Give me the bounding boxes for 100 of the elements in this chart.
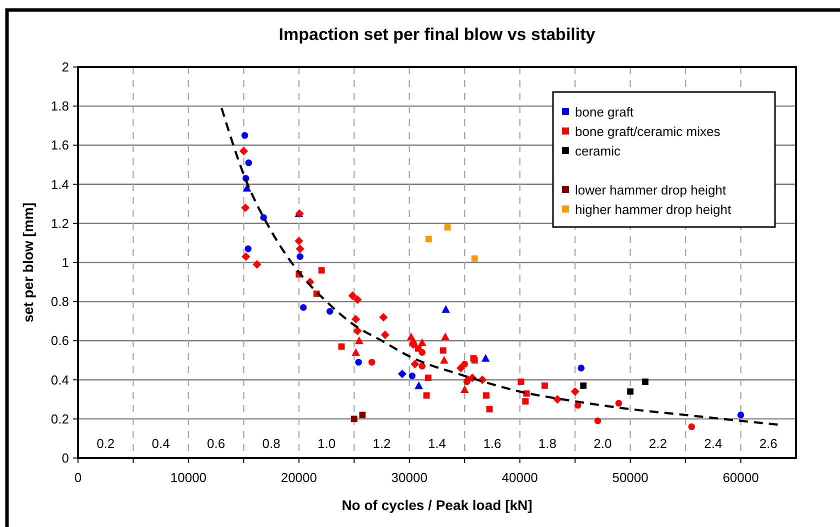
point (350, 416, 358, 422)
y-tick-label: 0 (62, 450, 69, 466)
point (379, 312, 388, 322)
point (300, 304, 307, 311)
point (245, 159, 252, 166)
y-tick-label: 1.6 (50, 138, 69, 153)
point (444, 224, 451, 231)
legend-label: bone graft/ceramic mixes (575, 124, 721, 139)
x-tick-label: 0 (74, 470, 82, 485)
point (615, 400, 622, 407)
point (239, 146, 248, 156)
point (241, 132, 248, 139)
point (294, 236, 304, 246)
x2-tick-label: 1.2 (372, 436, 391, 451)
legend-label: bone graft (575, 104, 634, 120)
y-tick-label: 0.4 (50, 372, 69, 388)
point (380, 330, 390, 340)
y-tick-label: 0.2 (50, 411, 69, 426)
y-tick-label: 1 (62, 255, 69, 270)
x2-tick-label: 2.0 (594, 436, 612, 451)
point (460, 385, 469, 393)
point (418, 349, 426, 356)
x-tick-label: 40000 (502, 470, 538, 485)
point (408, 372, 416, 380)
point (426, 236, 432, 242)
point (354, 336, 364, 344)
point (252, 260, 262, 269)
point (486, 406, 493, 412)
point (318, 267, 325, 274)
x2-tick-label: 2.6 (759, 436, 778, 451)
point (296, 253, 304, 260)
point (461, 360, 468, 368)
x2-tick-label: 1.6 (483, 436, 502, 451)
point (627, 388, 634, 395)
point (418, 338, 426, 346)
point (353, 326, 362, 336)
point (456, 364, 466, 372)
point (441, 332, 450, 340)
point (440, 347, 446, 354)
point (580, 382, 587, 389)
point (418, 362, 426, 370)
legend-label: higher hammer drop height (575, 202, 732, 217)
point (594, 417, 602, 424)
point (352, 314, 360, 324)
point (424, 374, 432, 382)
x2-tick-label: 1.8 (538, 436, 556, 451)
point (348, 291, 357, 300)
x2-tick-label: 1.4 (428, 436, 446, 451)
point (481, 354, 490, 362)
y-tick-label: 0.8 (50, 294, 69, 310)
x-tick-label: 20000 (280, 470, 317, 485)
y-tick-label: 2 (62, 60, 69, 74)
point (553, 395, 562, 404)
point (578, 364, 585, 372)
point (409, 336, 418, 344)
point (242, 252, 250, 261)
y-tick-label: 0.6 (50, 333, 69, 348)
point (688, 423, 695, 430)
point (542, 382, 548, 389)
x-axis-title: No of cycles / Peak load [kN] (342, 497, 532, 513)
point (522, 398, 529, 405)
y-tick-label: 1.8 (50, 98, 69, 114)
y-tick-label: 1.4 (50, 176, 69, 192)
x2-tick-label: 0.2 (96, 436, 115, 451)
y-axis-title: set per blow [mm] (20, 202, 36, 322)
chart-title: Impaction set per final blow vs stability (278, 25, 596, 44)
point (326, 308, 334, 315)
line-series (220, 106, 781, 426)
point (442, 305, 450, 313)
point (471, 255, 478, 262)
point (440, 356, 448, 364)
x2-tick-label: 0.8 (262, 436, 280, 451)
x2-tick-label: 2.2 (648, 436, 667, 451)
point (737, 412, 744, 418)
x-tick-label: 10000 (170, 470, 207, 485)
point (398, 370, 407, 378)
point (482, 392, 490, 399)
y-tick-label: 1.2 (50, 216, 69, 231)
x2-tick-label: 0.4 (152, 436, 170, 451)
point (359, 412, 366, 418)
x-tick-label: 30000 (391, 470, 428, 485)
point (241, 203, 250, 212)
point (414, 381, 423, 390)
point (355, 358, 362, 366)
legend-label: ceramic (575, 144, 622, 158)
legend-label: lower hammer drop height (575, 182, 726, 198)
point (570, 387, 580, 396)
point (296, 244, 304, 254)
point (423, 392, 430, 399)
point (353, 295, 362, 304)
point (574, 402, 582, 409)
point (642, 378, 648, 385)
point (244, 245, 252, 252)
x2-tick-label: 0.6 (207, 436, 226, 451)
x-tick-label: 60000 (722, 470, 759, 485)
point (518, 378, 524, 385)
x2-tick-label: 1.0 (318, 436, 336, 451)
point (338, 343, 345, 350)
point (410, 360, 420, 368)
x2-tick-label: 2.4 (704, 436, 722, 451)
